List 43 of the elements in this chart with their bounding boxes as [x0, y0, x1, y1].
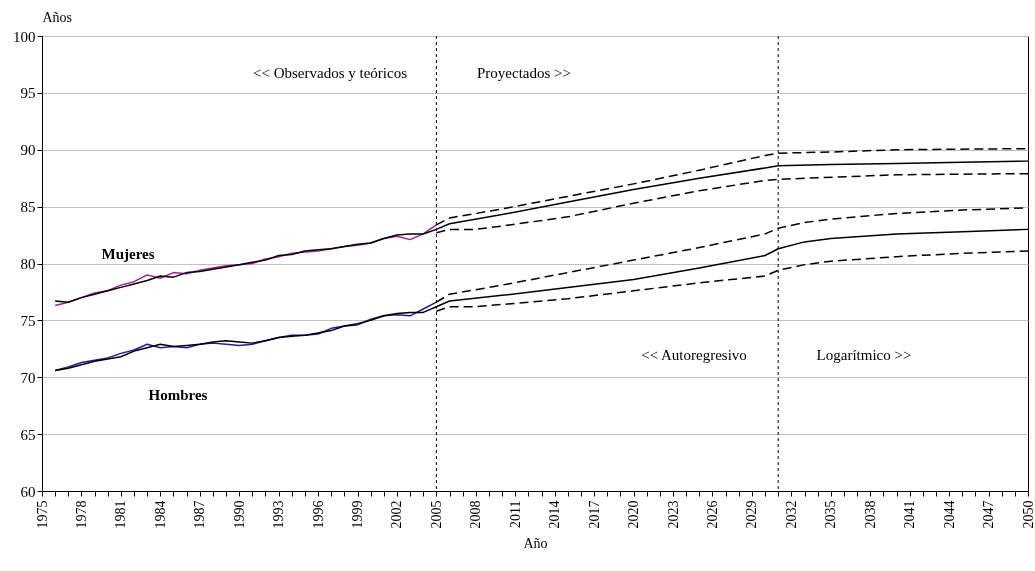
y-tick-label: 65 — [20, 426, 36, 443]
y-axis-title: Años — [42, 9, 73, 25]
x-tick-label: 1990 — [231, 500, 247, 529]
x-tick-label: 2011 — [507, 500, 523, 528]
x-tick-label: 1993 — [271, 500, 287, 529]
x-tick-label: 2023 — [665, 500, 681, 529]
x-tick-label: 1975 — [34, 500, 50, 529]
annotation: Mujeres — [101, 246, 155, 262]
x-tick-label: 2020 — [626, 500, 642, 529]
x-tick-label: 2002 — [389, 500, 405, 529]
x-tick-label: 1999 — [350, 500, 366, 529]
x-tick-label: 2008 — [468, 500, 484, 529]
x-tick-label: 2017 — [586, 500, 602, 529]
x-tick-label: 2038 — [862, 500, 878, 529]
x-tick-label: 1984 — [152, 500, 168, 529]
annotation: << Autoregresivo — [641, 347, 747, 363]
y-tick-label: 75 — [20, 312, 36, 329]
x-axis-title: Año — [523, 535, 548, 551]
annotation: << Observados y teóricos — [253, 65, 408, 81]
x-tick-label: 2035 — [823, 500, 839, 529]
x-tick-label: 2047 — [981, 500, 997, 529]
annotation: Proyectados >> — [477, 65, 571, 81]
y-tick-label: 70 — [20, 369, 36, 386]
x-tick-label: 2026 — [704, 500, 720, 529]
x-tick-label: 2014 — [547, 500, 563, 529]
y-tick-label: 85 — [20, 199, 36, 216]
x-tick-label: 2050 — [1020, 500, 1035, 529]
x-tick-label: 1996 — [310, 500, 326, 529]
y-tick-label: 100 — [13, 28, 36, 45]
x-tick-label: 1987 — [192, 500, 208, 529]
x-tick-label: 2044 — [941, 500, 957, 529]
x-tick-label: 1978 — [73, 500, 89, 529]
x-tick-label: 2032 — [783, 500, 799, 529]
y-tick-label: 90 — [20, 142, 36, 159]
y-tick-label: 80 — [20, 256, 36, 272]
annotation: Logarítmico >> — [816, 347, 912, 363]
x-tick-label: 1981 — [113, 500, 129, 529]
x-tick-label: 2029 — [744, 500, 760, 529]
annotation: Hombres — [148, 387, 208, 403]
x-tick-label: 2005 — [428, 500, 444, 529]
y-tick-label: 60 — [20, 483, 36, 500]
x-tick-label: 2041 — [902, 500, 918, 529]
y-tick-label: 95 — [20, 85, 36, 102]
